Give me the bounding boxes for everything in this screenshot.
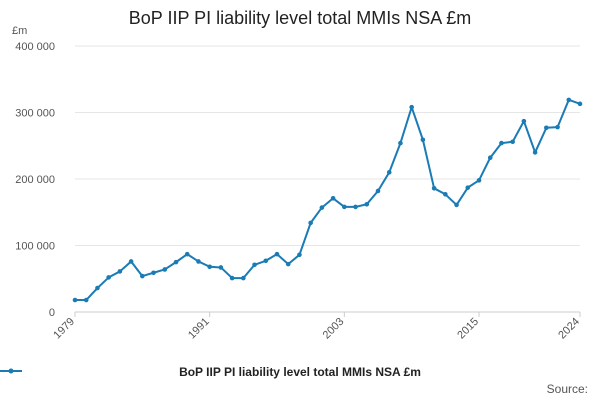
x-tick-label: 2003 xyxy=(321,316,347,342)
y-tick-label: 200 000 xyxy=(15,174,55,186)
data-point[interactable] xyxy=(184,251,190,257)
data-point[interactable] xyxy=(274,251,280,257)
data-point[interactable] xyxy=(308,220,313,226)
legend-swatch-icon xyxy=(0,368,22,374)
data-point[interactable] xyxy=(330,195,336,201)
data-point[interactable] xyxy=(364,201,370,207)
data-point[interactable] xyxy=(229,275,235,281)
data-point[interactable] xyxy=(106,275,111,280)
data-point[interactable] xyxy=(487,155,493,161)
legend[interactable]: BoP IIP PI liability level total MMIs NS… xyxy=(0,365,600,379)
data-point[interactable] xyxy=(342,204,347,210)
data-point[interactable] xyxy=(454,202,459,208)
x-tick-label: 2024 xyxy=(556,316,582,342)
data-point[interactable] xyxy=(443,191,448,197)
data-point[interactable] xyxy=(196,259,201,264)
data-point[interactable] xyxy=(263,258,269,264)
data-point[interactable] xyxy=(297,252,302,258)
data-point[interactable] xyxy=(117,269,123,274)
data-point[interactable] xyxy=(555,124,560,130)
data-point[interactable] xyxy=(241,275,246,281)
data-point[interactable] xyxy=(162,267,168,272)
data-point[interactable] xyxy=(398,140,403,146)
x-tick-label: 2015 xyxy=(455,316,481,342)
data-point[interactable] xyxy=(476,178,482,183)
data-point[interactable] xyxy=(544,125,549,131)
data-point[interactable] xyxy=(499,140,504,146)
data-point[interactable] xyxy=(218,265,224,270)
x-tick-label: 1979 xyxy=(51,316,77,342)
data-point[interactable] xyxy=(207,264,212,270)
legend-label: BoP IIP PI liability level total MMIs NS… xyxy=(179,365,421,379)
data-point[interactable] xyxy=(566,97,572,103)
x-tick-label: 1991 xyxy=(186,316,212,342)
data-point[interactable] xyxy=(252,262,257,268)
y-axis-unit-label: £m xyxy=(12,25,28,37)
data-point[interactable] xyxy=(386,170,392,175)
y-tick-label: 300 000 xyxy=(15,108,55,120)
data-point[interactable] xyxy=(95,285,100,291)
data-point[interactable] xyxy=(510,139,515,145)
axis-layer: 0 100 000 200 000 300 000 400 000 1979 1991 200… xyxy=(15,41,582,341)
data-point[interactable] xyxy=(285,261,291,267)
data-point[interactable] xyxy=(420,137,426,143)
data-point[interactable] xyxy=(532,150,538,155)
y-tick-label: 400 000 xyxy=(15,41,55,53)
data-point[interactable] xyxy=(431,186,437,191)
data-point[interactable] xyxy=(140,273,145,279)
data-point[interactable] xyxy=(72,297,78,303)
series-layer xyxy=(72,97,583,303)
data-point[interactable] xyxy=(151,270,156,276)
data-point[interactable] xyxy=(465,185,471,190)
series-line-0 xyxy=(75,98,581,302)
data-point[interactable] xyxy=(128,259,134,264)
grid-layer xyxy=(75,45,580,313)
data-point[interactable] xyxy=(353,204,358,210)
y-tick-label: 0 xyxy=(49,307,55,319)
source-label: Source: xyxy=(546,382,588,396)
data-point[interactable] xyxy=(319,205,325,210)
data-point[interactable] xyxy=(409,104,414,110)
data-point[interactable] xyxy=(83,297,89,303)
data-point[interactable] xyxy=(577,101,583,107)
data-point[interactable] xyxy=(375,188,381,194)
y-tick-label: 100 000 xyxy=(15,241,55,253)
data-point[interactable] xyxy=(173,259,179,265)
chart-title: BoP IIP PI liability level total MMIs NS… xyxy=(128,8,472,28)
data-point[interactable] xyxy=(521,118,527,124)
